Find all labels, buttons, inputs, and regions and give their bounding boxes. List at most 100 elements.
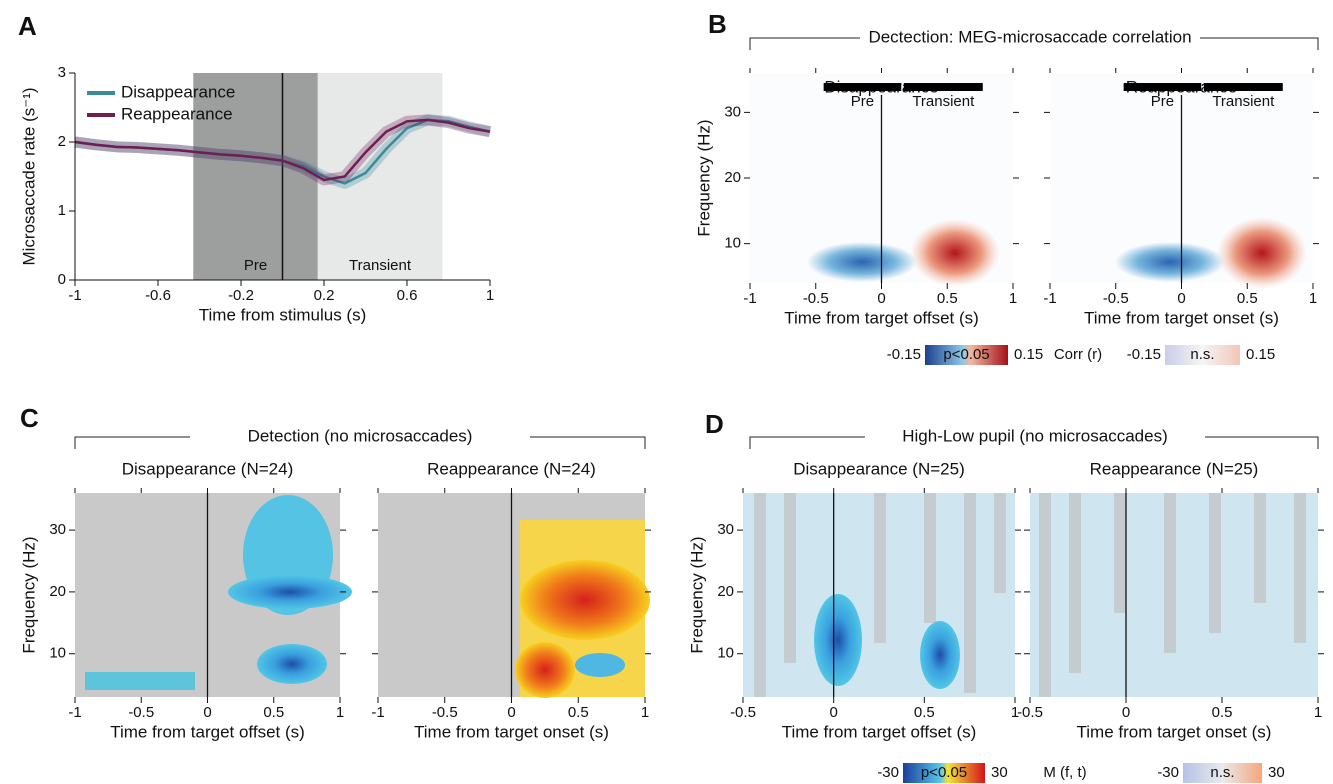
subplot-title: Reappearance (N=25) — [1090, 459, 1259, 478]
y-tick-label: 3 — [58, 64, 66, 81]
heatmap-blob — [257, 644, 327, 684]
x-tick-label: 0.5 — [263, 704, 284, 721]
heatmap-blob — [85, 672, 195, 690]
colorbar — [925, 345, 1008, 365]
heatmap-blob — [515, 642, 575, 698]
legend-label: Disappearance — [121, 82, 235, 101]
shaded-window — [193, 73, 318, 280]
panel-label: A — [18, 11, 37, 41]
x-tick-label: 1 — [1309, 290, 1317, 307]
colorbar-label: p<0.05 — [943, 346, 989, 363]
x-tick-label: 1 — [1314, 704, 1322, 721]
heatmap-blob — [575, 653, 625, 677]
header-bracket — [749, 37, 1319, 50]
x-tick-label: -1 — [743, 290, 756, 307]
window-label: Pre — [244, 257, 267, 274]
x-tick-label: -0.5 — [730, 704, 756, 721]
window-bar — [1203, 83, 1283, 91]
y-tick-label: 10 — [724, 235, 741, 252]
heatmap-blob — [1217, 217, 1307, 289]
window-bar — [823, 83, 902, 91]
colorbar-max: 0.15 — [1246, 346, 1275, 363]
x-tick-label: 1 — [1009, 290, 1017, 307]
x-tick-label: -0.5 — [803, 290, 829, 307]
x-tick-label: 0.5 — [568, 704, 589, 721]
colorbar-max: 30 — [1268, 764, 1285, 781]
x-tick-label: 0 — [507, 704, 515, 721]
colorbar-max: 0.15 — [1014, 346, 1043, 363]
x-axis-label: Time from target onset (s) — [414, 722, 609, 741]
colorbar-min: -0.15 — [887, 346, 921, 363]
x-tick-label: 0.5 — [914, 704, 935, 721]
colorbar-min: -30 — [1157, 764, 1179, 781]
x-axis-label: Time from target onset (s) — [1084, 308, 1279, 327]
header: Dectection: MEG-microsaccade correlation — [868, 27, 1191, 46]
header: Detection (no microsaccades) — [248, 426, 473, 445]
y-axis-label: Microsaccade rate (s⁻¹) — [19, 87, 38, 265]
y-axis-label: Frequency (Hz) — [687, 536, 706, 653]
header: High-Low pupil (no microsaccades) — [902, 426, 1168, 445]
y-tick-label: 30 — [49, 521, 66, 538]
heatmap-blob — [910, 219, 1000, 287]
panel-label: D — [705, 409, 724, 439]
x-tick-label: -0.6 — [145, 287, 171, 304]
y-tick-label: 10 — [49, 645, 66, 662]
heatmap-blob — [807, 242, 917, 282]
x-tick-label: 0 — [203, 704, 211, 721]
colorbar — [1165, 345, 1240, 365]
x-tick-label: -0.5 — [1017, 704, 1043, 721]
x-tick-label: 0.6 — [397, 287, 418, 304]
colorbar-title: Corr (r) — [1054, 346, 1102, 363]
heatmap-streaks — [1039, 493, 1306, 697]
x-tick-label: 0 — [829, 704, 837, 721]
colorbar-min: -30 — [877, 764, 899, 781]
y-tick-label: 2 — [58, 133, 66, 150]
window-label: Transient — [1212, 93, 1275, 110]
x-tick-label: -1 — [371, 704, 384, 721]
x-tick-label: 1 — [486, 287, 494, 304]
x-tick-label: -0.5 — [432, 704, 458, 721]
x-tick-label: -0.5 — [128, 704, 154, 721]
heatmap-streaks — [754, 493, 1006, 697]
y-tick-label: 0 — [58, 271, 66, 288]
series-line — [74, 118, 491, 182]
header-bracket — [74, 436, 646, 449]
heatmap-blob — [920, 621, 960, 689]
colorbar-label: p<0.05 — [921, 764, 967, 781]
y-tick-label: 30 — [724, 103, 741, 120]
y-tick-label: 20 — [49, 583, 66, 600]
x-axis-label: Time from target offset (s) — [110, 722, 305, 741]
x-tick-label: 1 — [336, 704, 344, 721]
x-axis-label: Time from target offset (s) — [782, 722, 977, 741]
x-tick-label: 0 — [1177, 290, 1185, 307]
window-label: Transient — [912, 93, 975, 110]
y-axis-label: Frequency (Hz) — [19, 536, 38, 653]
window-bar — [1123, 83, 1202, 91]
y-tick-label: 1 — [58, 202, 66, 219]
header-bracket — [749, 436, 1319, 449]
x-tick-label: -0.2 — [228, 287, 254, 304]
subplot-title: Disappearance (N=25) — [793, 459, 965, 478]
x-axis-label: Time from target onset (s) — [1077, 722, 1272, 741]
x-tick-label: 0 — [877, 290, 885, 307]
x-tick-label: 0 — [1122, 704, 1130, 721]
x-tick-label: -0.5 — [1103, 290, 1129, 307]
y-axis-label: Frequency (Hz) — [694, 119, 713, 236]
subplot-title: Reappearance (N=24) — [427, 459, 596, 478]
x-tick-label: 0.2 — [314, 287, 335, 304]
y-tick-label: 10 — [717, 645, 734, 662]
colorbar-min: -0.15 — [1127, 346, 1161, 363]
colorbar-label: n.s. — [1190, 346, 1214, 363]
panel-label: B — [708, 9, 727, 39]
x-tick-label: 0.5 — [937, 290, 958, 307]
heatmap-blob — [1115, 242, 1225, 282]
colorbar-title: M (f, t) — [1043, 764, 1086, 781]
x-tick-label: 0.5 — [1237, 290, 1258, 307]
colorbar-label: n.s. — [1210, 764, 1234, 781]
colorbar — [903, 763, 985, 783]
colorbar-max: 30 — [991, 764, 1008, 781]
heatmap-blob — [520, 560, 650, 640]
y-tick-label: 20 — [724, 169, 741, 186]
x-tick-label: 1 — [641, 704, 649, 721]
